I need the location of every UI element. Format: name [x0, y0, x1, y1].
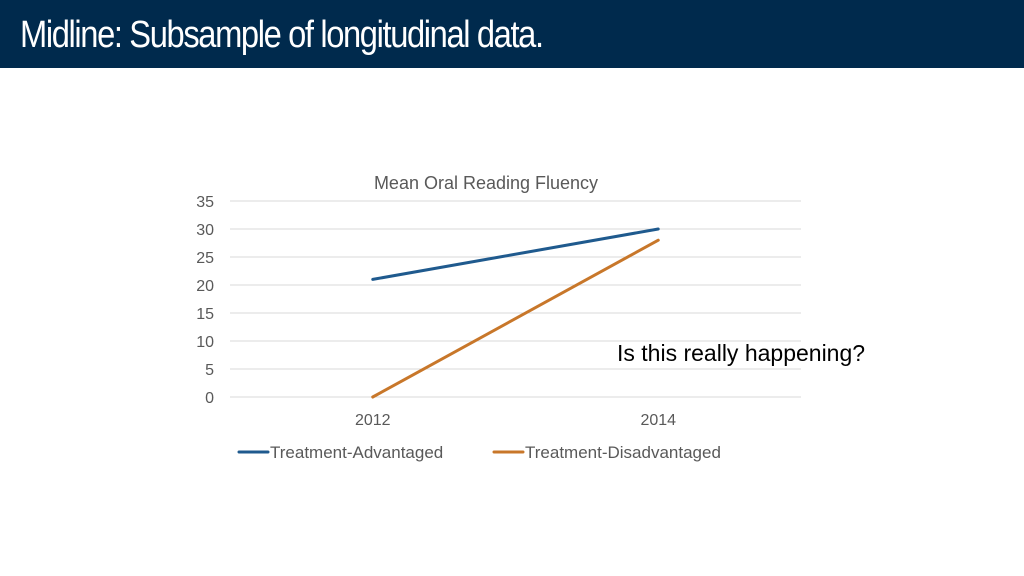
y-tick-label: 35	[196, 194, 214, 211]
chart-x-axis: 2012 2014	[355, 412, 676, 429]
chart-gridlines	[230, 200, 801, 398]
chart-legend: Treatment-Advantaged Treatment-Disadvanta…	[237, 443, 721, 462]
y-tick-label: 0	[205, 390, 214, 407]
y-tick-label: 10	[196, 334, 214, 351]
slide-title: Midline: Subsample of longitudinal data.	[20, 14, 544, 56]
series-line-2	[371, 238, 660, 399]
chart-series	[371, 227, 660, 399]
y-tick-label: 5	[205, 362, 214, 379]
series-line-1	[371, 227, 660, 281]
x-tick-label: 2012	[355, 412, 391, 429]
y-tick-label: 15	[196, 306, 214, 323]
y-tick-label: 25	[196, 250, 214, 267]
chart-y-axis: 0 5 10 15 20 25 30 35	[196, 194, 214, 407]
slide-header: Midline: Subsample of longitudinal data.	[0, 0, 1024, 68]
legend-label-1: Treatment-Advantaged	[270, 443, 443, 462]
annotation-question: Is this really happening?	[617, 340, 866, 366]
x-tick-label: 2014	[640, 412, 676, 429]
y-tick-label: 20	[196, 278, 214, 295]
y-tick-label: 30	[196, 222, 214, 239]
chart-title: Mean Oral Reading Fluency	[374, 173, 598, 193]
legend-label-2: Treatment-Disadvantaged	[525, 443, 721, 462]
